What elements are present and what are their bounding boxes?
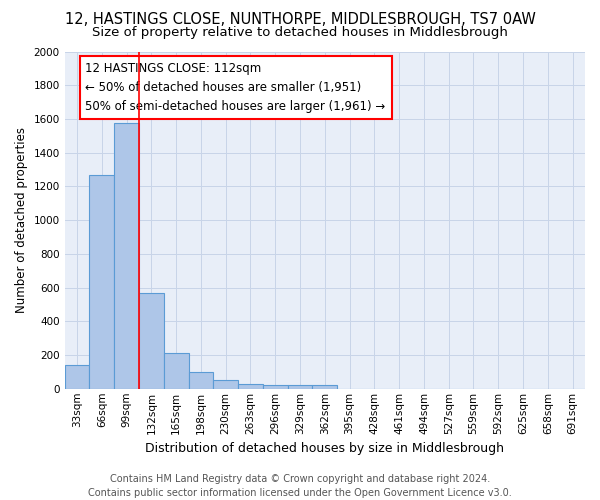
Bar [313, 386, 337, 389]
Bar [287, 386, 313, 389]
Text: Contains HM Land Registry data © Crown copyright and database right 2024.
Contai: Contains HM Land Registry data © Crown c… [88, 474, 512, 498]
Bar [65, 365, 89, 389]
X-axis label: Distribution of detached houses by size in Middlesbrough: Distribution of detached houses by size … [145, 442, 505, 455]
Bar [188, 372, 214, 389]
Bar [139, 294, 164, 389]
Bar [89, 174, 114, 389]
Y-axis label: Number of detached properties: Number of detached properties [15, 127, 28, 313]
Text: 12 HASTINGS CLOSE: 112sqm
← 50% of detached houses are smaller (1,951)
50% of se: 12 HASTINGS CLOSE: 112sqm ← 50% of detac… [85, 62, 386, 112]
Bar [114, 123, 139, 389]
Text: 12, HASTINGS CLOSE, NUNTHORPE, MIDDLESBROUGH, TS7 0AW: 12, HASTINGS CLOSE, NUNTHORPE, MIDDLESBR… [65, 12, 535, 28]
Bar [263, 386, 287, 389]
Text: Size of property relative to detached houses in Middlesbrough: Size of property relative to detached ho… [92, 26, 508, 39]
Bar [164, 352, 188, 389]
Bar [214, 380, 238, 389]
Bar [238, 384, 263, 389]
